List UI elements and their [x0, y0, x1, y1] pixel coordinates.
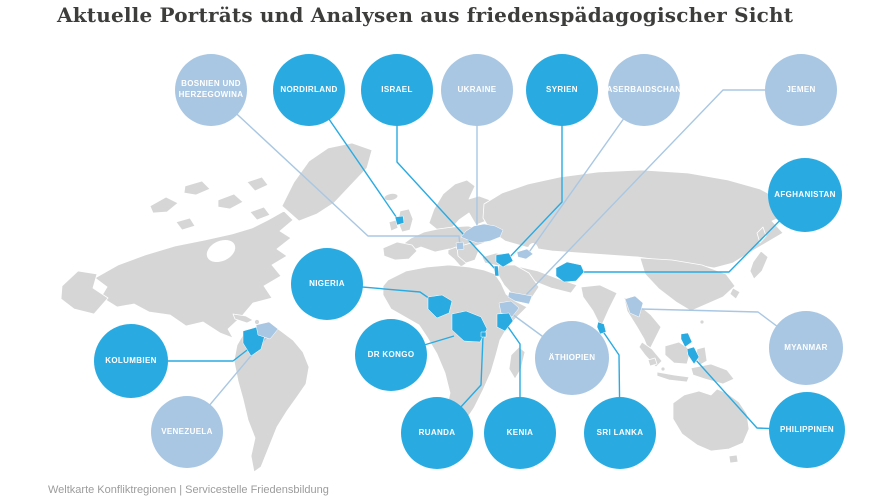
landmass-iberia — [382, 241, 418, 261]
region-bubble-label: NIGERIA — [309, 278, 345, 288]
map-caption: Weltkarte Konfliktregionen | Servicestel… — [48, 484, 329, 496]
connector-bosnien-und-herzegowina — [210, 89, 461, 247]
map-country-nigeria — [427, 294, 453, 319]
region-bubble-label: VENEZUELA — [161, 426, 213, 436]
black-sea — [484, 243, 500, 253]
landmass-borneo — [664, 341, 692, 365]
region-bubble-kolumbien[interactable]: KOLUMBIEN — [94, 324, 168, 398]
region-bubble-label: JEMEN — [786, 84, 816, 94]
map-country-sri-lanka — [596, 321, 607, 335]
landmass-china — [639, 257, 736, 312]
landmass-caribbean — [232, 313, 254, 324]
region-bubble-label: ÄTHIOPIEN — [548, 352, 596, 362]
map-country-bosnien — [455, 241, 465, 251]
landmass-ireland — [388, 219, 399, 232]
landmass-new-guinea — [690, 363, 735, 385]
region-bubble-label: UKRAINE — [457, 84, 497, 94]
landmass-russia — [482, 169, 790, 269]
continents — [60, 142, 790, 473]
region-bubble-label: DR KONGO — [367, 349, 415, 359]
region-bubble-label: KOLUMBIEN — [105, 355, 157, 365]
map-country-israel — [493, 265, 500, 277]
landmass-tasmania — [728, 454, 739, 464]
region-bubble-ukraine[interactable]: UKRAINE — [441, 54, 513, 126]
landmass-japan — [749, 250, 769, 280]
map-country-kenia — [496, 312, 514, 332]
region-bubble-bosnien-und-herzegowina[interactable]: BOSNIEN UND HERZEGOWINA — [175, 54, 247, 126]
landmass-north-america — [94, 210, 294, 339]
country-highlights — [242, 215, 700, 365]
region-bubble-venezuela[interactable]: VENEZUELA — [151, 396, 223, 468]
hudson-bay — [206, 239, 236, 263]
region-bubble-aethiopien[interactable]: ÄTHIOPIEN — [535, 321, 609, 395]
map-country-aethiopien — [498, 300, 520, 318]
connector-syrien — [505, 90, 563, 262]
region-bubble-philippinen[interactable]: PHILIPPINEN — [769, 392, 845, 468]
landmass-greenland — [281, 142, 373, 222]
region-bubble-jemen[interactable]: JEMEN — [765, 54, 837, 126]
region-bubble-syrien[interactable]: SYRIEN — [526, 54, 598, 126]
region-bubble-dr-kongo[interactable]: DR KONGO — [355, 319, 427, 391]
region-bubble-label: PHILIPPINEN — [779, 424, 835, 434]
region-bubble-nigeria[interactable]: NIGERIA — [291, 248, 363, 320]
map-country-afghanistan — [555, 261, 585, 283]
map-country-nordirland — [394, 215, 405, 226]
region-bubble-label: SRI LANKA — [596, 427, 644, 437]
region-bubble-kenia[interactable]: KENIA — [484, 397, 556, 469]
page-title: Aktuelle Porträts und Analysen aus fried… — [57, 3, 794, 27]
region-bubble-label: RUANDA — [418, 427, 456, 437]
caspian-sea — [527, 243, 539, 263]
region-bubble-label: ISRAEL — [381, 84, 413, 94]
region-bubble-label: BOSNIEN UND HERZEGOWINA — [178, 79, 244, 99]
landmass-australia — [672, 388, 750, 452]
region-bubble-label: AFGHANISTAN — [774, 189, 836, 199]
landmass-africa — [382, 264, 528, 428]
region-bubble-nordirland[interactable]: NORDIRLAND — [273, 54, 345, 126]
landmass-south-america — [233, 323, 310, 473]
map-country-syrien — [495, 252, 514, 268]
map-country-jemen — [507, 291, 533, 305]
map-country-philippinen-north — [680, 332, 693, 348]
landmass-madagascar — [508, 346, 526, 380]
region-bubble-ruanda[interactable]: RUANDA — [401, 397, 473, 469]
landmass-java — [656, 371, 690, 383]
region-bubble-label: ASERBAIDSCHAN — [606, 84, 682, 94]
region-bubble-aserbaidschan[interactable]: ASERBAIDSCHAN — [607, 54, 681, 126]
region-bubble-myanmar[interactable]: MYANMAR — [769, 311, 843, 385]
region-bubble-label: SYRIEN — [546, 84, 578, 94]
map-country-venezuela — [255, 321, 279, 340]
region-bubble-label: NORDIRLAND — [280, 84, 338, 94]
map-country-ukraine — [460, 223, 504, 244]
region-bubble-israel[interactable]: ISRAEL — [361, 54, 433, 126]
landmass-alaska — [60, 270, 109, 315]
region-bubble-label: MYANMAR — [784, 342, 828, 352]
landmass-india — [580, 284, 618, 328]
map-country-aserbaidschan — [516, 248, 534, 260]
map-country-ruanda — [480, 331, 487, 338]
region-bubble-sri-lanka[interactable]: SRI LANKA — [584, 397, 656, 469]
map-country-myanmar — [624, 295, 644, 318]
map-country-philippinen-south — [686, 346, 700, 365]
region-bubble-afghanistan[interactable]: AFGHANISTAN — [768, 158, 842, 232]
region-bubble-label: KENIA — [506, 427, 534, 437]
